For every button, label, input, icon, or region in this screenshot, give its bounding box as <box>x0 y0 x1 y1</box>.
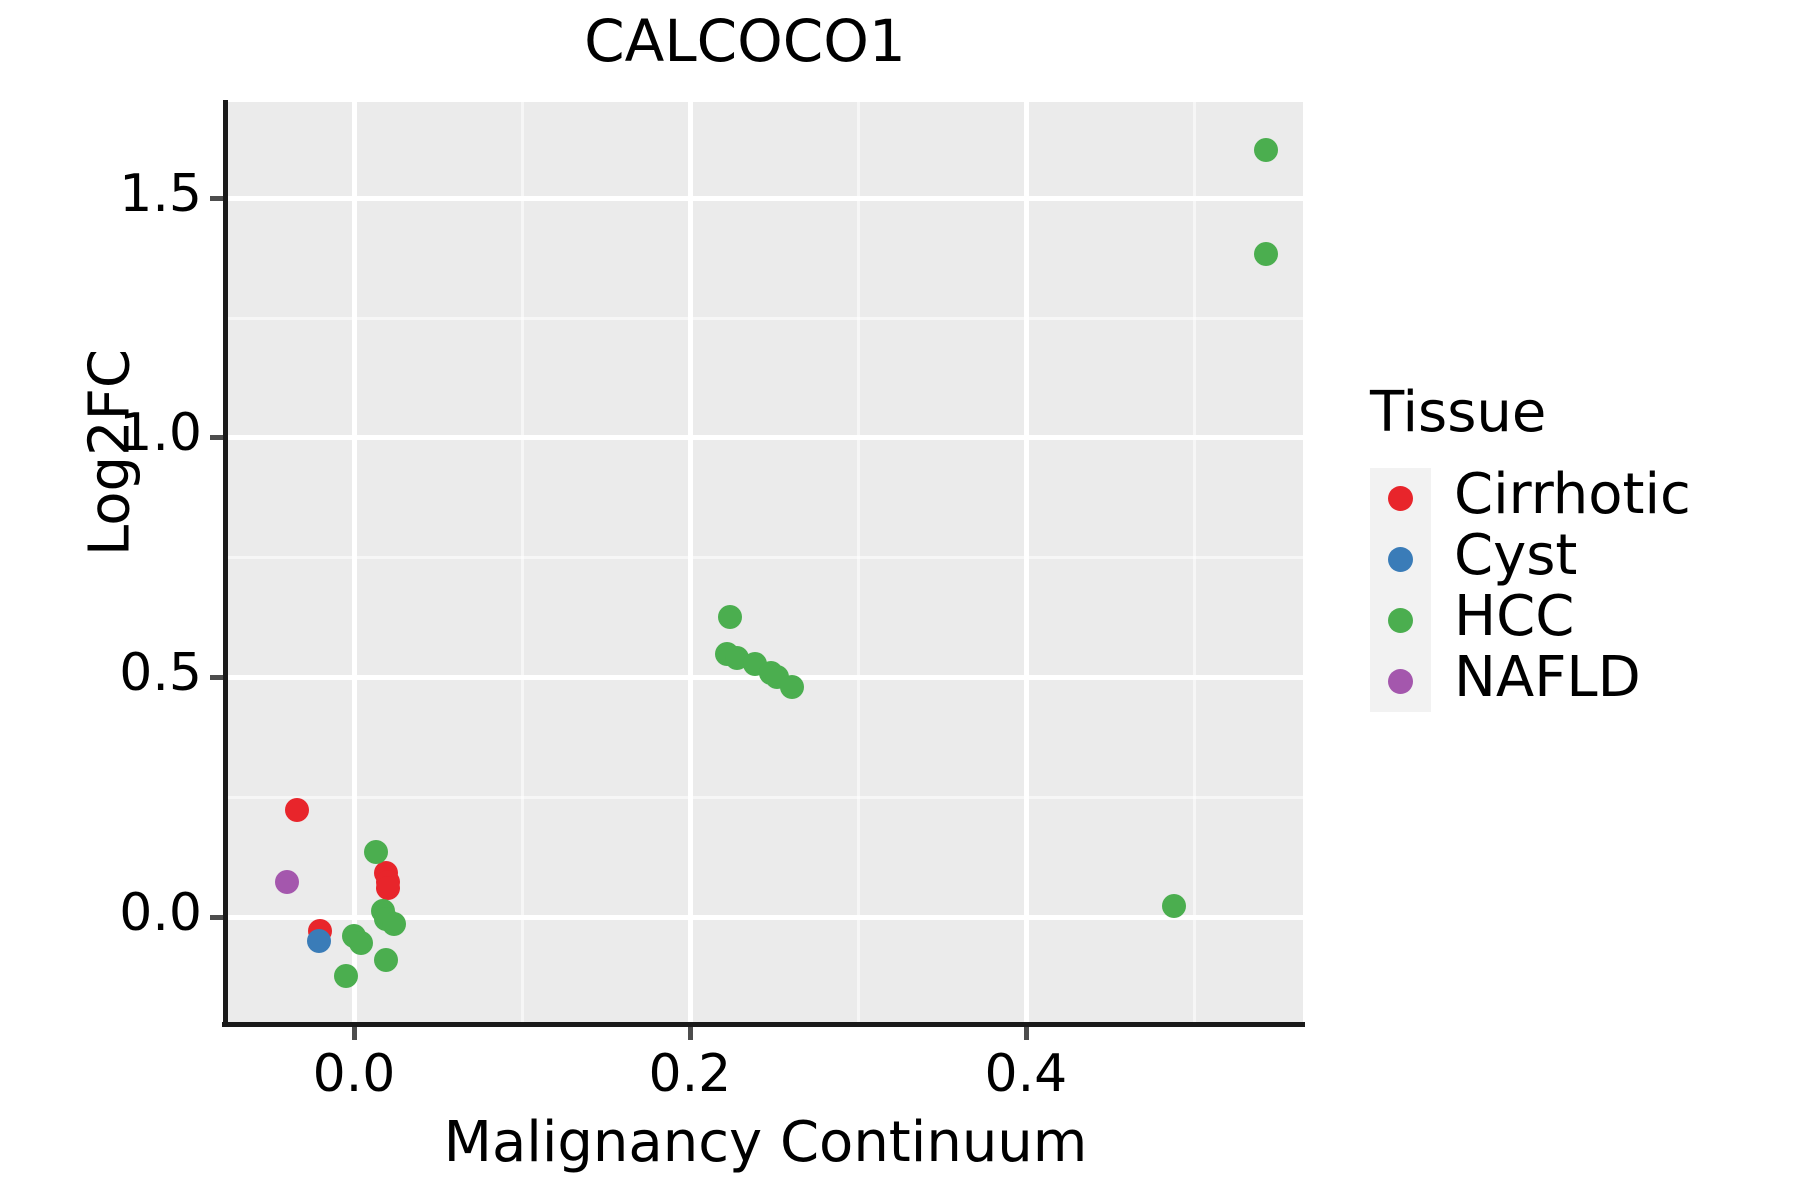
legend-key-background <box>1370 590 1431 651</box>
legend-key-background <box>1370 529 1431 590</box>
y-tick-mark <box>210 195 223 201</box>
x-axis-line <box>222 1022 1305 1027</box>
legend-key-background <box>1370 468 1431 529</box>
vertical-gridline-minor <box>856 102 860 1022</box>
data-point <box>1254 138 1279 163</box>
plot-panel <box>228 102 1303 1022</box>
x-tick-label: 0.0 <box>312 1044 396 1104</box>
horizontal-gridline <box>228 914 1303 920</box>
data-point <box>1254 241 1279 266</box>
x-axis-title: Malignancy Continuum <box>443 1110 1088 1175</box>
y-tick-mark <box>210 435 223 441</box>
y-tick-label: 1.0 <box>119 403 202 464</box>
data-point <box>284 798 309 823</box>
y-axis-line <box>223 100 228 1024</box>
data-point <box>348 930 373 955</box>
legend-key-background <box>1370 651 1431 712</box>
legend-dot-icon <box>1388 486 1413 511</box>
data-point <box>780 675 805 700</box>
x-tick-label: 0.2 <box>648 1044 732 1104</box>
page-title: CALCOCO1 <box>584 7 906 75</box>
horizontal-gridline-minor <box>228 556 1303 560</box>
y-tick-mark <box>210 675 223 680</box>
y-axis-title: Log2FC <box>77 349 143 556</box>
vertical-gridline <box>687 102 693 1022</box>
x-tick-mark <box>1023 1027 1029 1040</box>
vertical-gridline <box>1023 102 1029 1022</box>
x-tick-mark <box>351 1027 357 1040</box>
data-point <box>382 911 407 936</box>
horizontal-gridline-minor <box>228 795 1303 799</box>
legend-item-label: NAFLD <box>1454 645 1641 710</box>
data-point <box>373 947 398 972</box>
legend-item-label: Cirrhotic <box>1454 462 1691 527</box>
data-point <box>363 839 388 864</box>
legend-item-label: HCC <box>1454 584 1575 649</box>
y-tick-mark <box>210 914 223 920</box>
y-tick-label: 0.0 <box>119 882 202 943</box>
x-tick-mark <box>687 1027 693 1040</box>
vertical-gridline-minor <box>520 102 524 1022</box>
legend-dot-icon <box>1388 608 1413 633</box>
data-point <box>333 964 358 988</box>
x-tick-label: 0.4 <box>984 1044 1068 1104</box>
data-point <box>306 929 331 954</box>
horizontal-gridline <box>228 435 1303 441</box>
y-tick-label: 0.5 <box>119 643 202 703</box>
data-point <box>274 869 299 894</box>
legend-dot-icon <box>1388 547 1413 572</box>
y-tick-label: 1.5 <box>119 163 202 224</box>
legend-dot-icon <box>1388 669 1413 694</box>
data-point <box>718 605 743 630</box>
legend-title: Tissue <box>1370 380 1547 445</box>
horizontal-gridline-minor <box>228 316 1303 320</box>
vertical-gridline <box>351 102 357 1022</box>
data-point <box>1161 894 1186 919</box>
legend-item-label: Cyst <box>1454 523 1578 588</box>
data-point <box>375 875 400 900</box>
horizontal-gridline <box>228 195 1303 201</box>
vertical-gridline-minor <box>1192 102 1196 1022</box>
